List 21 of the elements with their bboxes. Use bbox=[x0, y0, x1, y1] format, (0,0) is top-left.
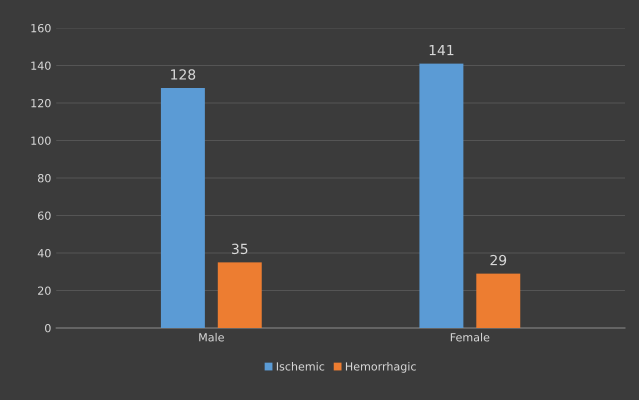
bar bbox=[476, 274, 520, 328]
y-tick-label: 120 bbox=[31, 98, 51, 108]
y-tick-label: 40 bbox=[38, 248, 51, 258]
x-tick-label: Male bbox=[199, 332, 224, 342]
data-label: 29 bbox=[490, 254, 506, 266]
bar bbox=[160, 88, 205, 328]
y-tick-label: 140 bbox=[31, 61, 51, 70]
data-label: 128 bbox=[171, 69, 196, 80]
y-tick-label: 80 bbox=[38, 174, 51, 182]
legend-label: Ischemic bbox=[276, 362, 324, 371]
y-tick-label: 100 bbox=[31, 136, 51, 145]
y-tick-label: 60 bbox=[38, 211, 51, 220]
bar bbox=[218, 262, 262, 328]
data-label: 141 bbox=[430, 45, 454, 56]
y-tick-label: 160 bbox=[31, 24, 51, 32]
x-tick-label: Female bbox=[450, 332, 490, 342]
data-label: 35 bbox=[232, 244, 248, 254]
bar bbox=[419, 64, 464, 328]
y-tick-label: 20 bbox=[38, 286, 51, 295]
y-tick-label: 0 bbox=[45, 324, 51, 332]
legend-label: Hemorrhagic bbox=[346, 362, 416, 373]
